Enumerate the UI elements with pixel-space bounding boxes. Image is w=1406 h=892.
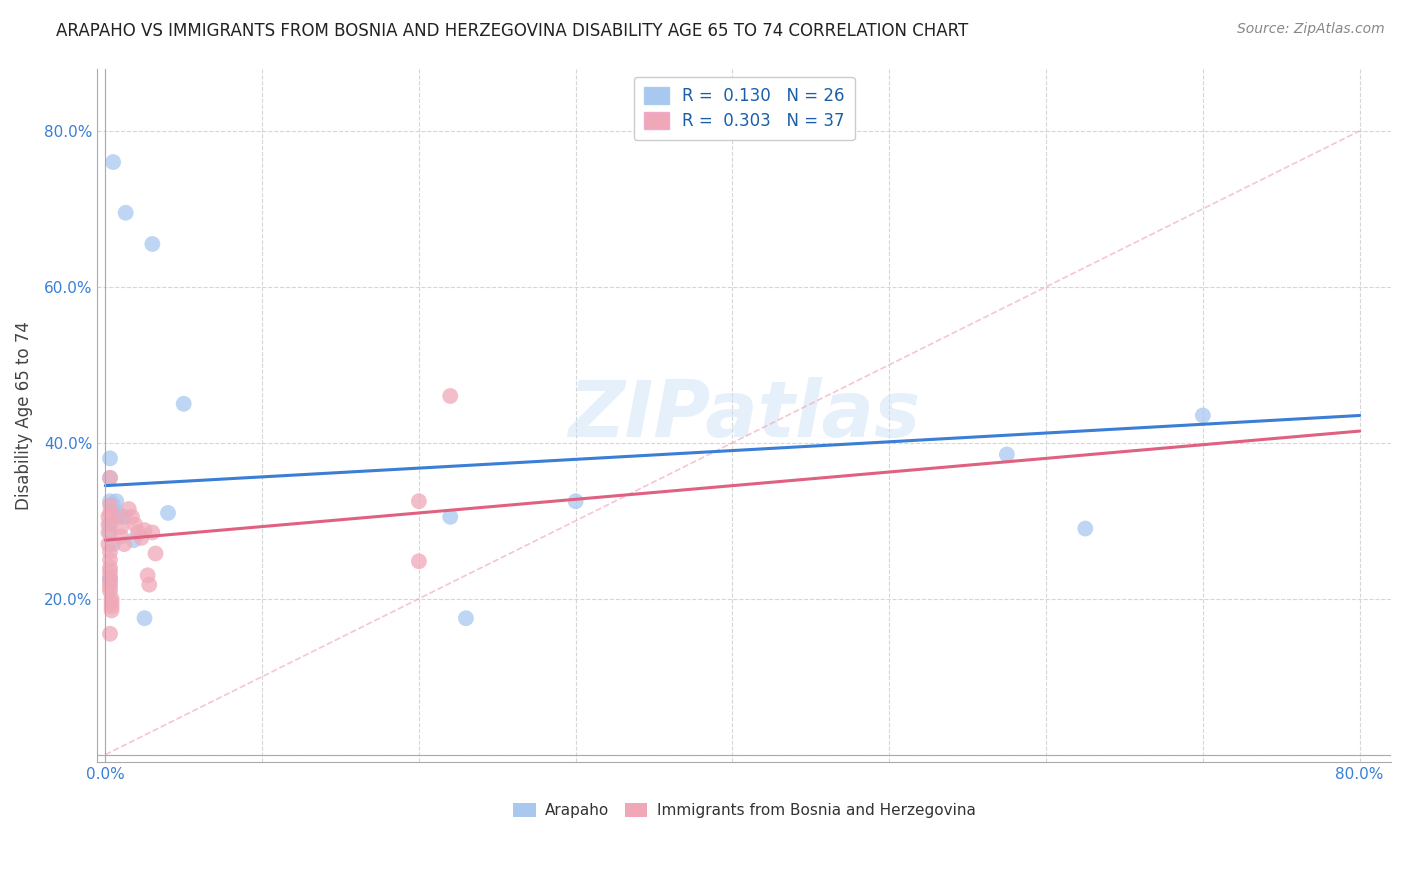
Point [564, 494, 586, 508]
Point [98, 471, 121, 485]
Point [439, 509, 461, 524]
Point [98, 545, 121, 559]
Point [98, 627, 121, 641]
Y-axis label: Disability Age 65 to 74: Disability Age 65 to 74 [15, 321, 32, 510]
Point [1192, 409, 1215, 423]
Point [114, 206, 136, 220]
Point [98, 552, 121, 566]
Point [995, 447, 1018, 461]
Point [101, 155, 124, 169]
Point [98, 580, 121, 594]
Point [110, 529, 132, 543]
Point [97, 517, 120, 532]
Point [127, 525, 149, 540]
Point [98, 572, 121, 586]
Point [101, 537, 124, 551]
Point [98, 517, 121, 532]
Point [105, 494, 128, 508]
Point [118, 502, 141, 516]
Point [112, 509, 135, 524]
Point [439, 389, 461, 403]
Text: ARAPAHO VS IMMIGRANTS FROM BOSNIA AND HERZEGOVINA DISABILITY AGE 65 TO 74 CORREL: ARAPAHO VS IMMIGRANTS FROM BOSNIA AND HE… [56, 22, 969, 40]
Point [100, 603, 122, 617]
Point [98, 471, 121, 485]
Point [408, 554, 430, 568]
Point [101, 498, 124, 512]
Point [98, 570, 121, 584]
Point [134, 611, 156, 625]
Point [134, 523, 156, 537]
Point [454, 611, 477, 625]
Point [100, 596, 122, 610]
Point [1074, 522, 1097, 536]
Point [100, 591, 122, 606]
Point [98, 560, 121, 574]
Point [141, 236, 163, 251]
Point [98, 494, 121, 508]
Point [98, 583, 121, 598]
Point [98, 565, 121, 579]
Point [98, 576, 121, 591]
Point [100, 599, 122, 614]
Point [124, 517, 146, 532]
Point [141, 525, 163, 540]
Point [98, 525, 121, 540]
Point [121, 509, 143, 524]
Point [110, 520, 132, 534]
Point [157, 506, 180, 520]
Point [408, 494, 430, 508]
Point [112, 537, 135, 551]
Point [131, 531, 153, 545]
Point [98, 498, 121, 512]
Point [97, 525, 120, 540]
Point [97, 537, 120, 551]
Point [97, 509, 120, 524]
Point [105, 509, 128, 524]
Point [107, 506, 129, 520]
Legend: Arapaho, Immigrants from Bosnia and Herzegovina: Arapaho, Immigrants from Bosnia and Herz… [506, 797, 981, 824]
Point [173, 397, 195, 411]
Text: Source: ZipAtlas.com: Source: ZipAtlas.com [1237, 22, 1385, 37]
Point [122, 533, 145, 548]
Point [98, 451, 121, 466]
Text: ZIPatlas: ZIPatlas [568, 377, 921, 453]
Point [145, 546, 167, 560]
Point [98, 572, 121, 586]
Point [136, 568, 159, 582]
Point [110, 509, 132, 524]
Point [98, 506, 121, 520]
Point [138, 577, 160, 591]
